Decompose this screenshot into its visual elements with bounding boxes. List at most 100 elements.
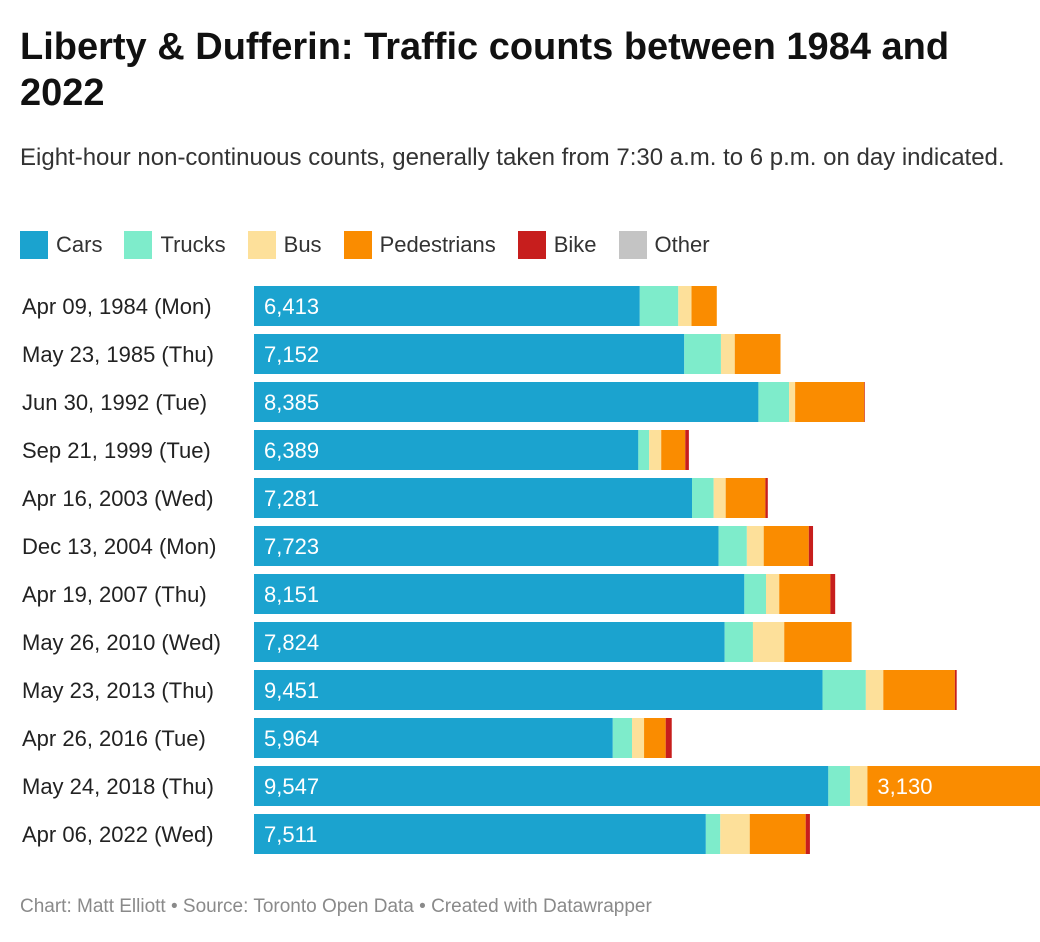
bar-row: Apr 09, 1984 (Mon) 6,413 — [22, 286, 717, 326]
bar-segment-trucks — [828, 766, 850, 806]
legend-item-bike: Bike — [517, 231, 597, 259]
bar-segment-cars — [254, 814, 706, 854]
legend-label: Pedestrians — [379, 232, 496, 257]
value-label: 6,413 — [264, 294, 319, 319]
value-label: 7,152 — [264, 342, 319, 367]
stacked-bar-chart: Apr 09, 1984 (Mon) 6,413 May 23, 1985 (Thu… — [22, 286, 1040, 854]
legend-swatch — [124, 231, 153, 259]
category-label: Apr 16, 2003 (Wed) — [22, 486, 214, 511]
chart-subtitle: Eight-hour non-continuous counts, genera… — [20, 144, 1005, 171]
bar-segment-bus — [746, 526, 764, 566]
bar-segment-pedestrians — [784, 622, 852, 662]
category-label: Apr 09, 1984 (Mon) — [22, 294, 212, 319]
bar-segment-bike — [685, 430, 689, 470]
bar-row: May 23, 1985 (Thu) 7,152 — [22, 334, 781, 374]
legend-swatch — [618, 231, 647, 259]
bar-segment-trucks — [724, 622, 753, 662]
bar-segment-cars — [254, 334, 685, 374]
bar-segment-trucks — [758, 382, 790, 422]
bar-segment-pedestrians — [644, 718, 666, 758]
bar-row: Jun 30, 1992 (Tue) 8,385 — [22, 382, 865, 422]
value-label: 8,385 — [264, 390, 319, 415]
value-label: 9,547 — [264, 774, 319, 799]
category-label: Apr 26, 2016 (Tue) — [22, 726, 206, 751]
legend-swatch — [343, 231, 372, 259]
legend-label: Bus — [283, 232, 322, 257]
bar-row: May 23, 2013 (Thu) 9,451 — [22, 670, 957, 710]
value-label: 3,130 — [877, 774, 932, 799]
bar-segment-bike — [805, 814, 810, 854]
value-label: 7,511 — [264, 822, 317, 847]
bar-segment-pedestrians — [691, 286, 717, 326]
bar-segment-trucks — [638, 430, 650, 470]
bar-segment-pedestrians — [661, 430, 686, 470]
bar-segment-trucks — [684, 334, 721, 374]
bar-row: Apr 06, 2022 (Wed) 7,511 — [22, 814, 810, 854]
value-label: 7,281 — [264, 486, 319, 511]
bar-segment-trucks — [705, 814, 721, 854]
bar-segment-bus — [713, 478, 726, 518]
category-label: Jun 30, 1992 (Tue) — [22, 390, 207, 415]
bar-segment-bus — [766, 574, 780, 614]
legend-item-bus: Bus — [247, 231, 322, 259]
chart-title: Liberty & Dufferin: Traffic counts betwe… — [20, 26, 950, 114]
category-label: May 24, 2018 (Thu) — [22, 774, 214, 799]
chart-footer: Chart: Matt Elliott • Source: Toronto Op… — [20, 896, 652, 917]
bar-segment-pedestrians — [734, 334, 781, 374]
bar-row: May 26, 2010 (Wed) 7,824 — [22, 622, 852, 662]
bar-segment-trucks — [822, 670, 866, 710]
bar-segment-bus — [632, 718, 645, 758]
bar-segment-bus — [865, 670, 884, 710]
legend-label: Cars — [56, 232, 103, 257]
value-label: 6,389 — [264, 438, 319, 463]
bar-segment-cars — [254, 430, 639, 470]
legend-swatch — [517, 231, 546, 259]
bar-segment-cars — [254, 766, 829, 806]
value-label: 5,964 — [264, 726, 319, 751]
bar-segment-cars — [254, 574, 745, 614]
legend-label: Other — [654, 232, 710, 257]
bar-row: Sep 21, 1999 (Tue) 6,389 — [22, 430, 689, 470]
bar-segment-bus — [752, 622, 785, 662]
bar-segment-trucks — [744, 574, 767, 614]
chart-legend: Cars Trucks Bus Pedestrians Bike Other — [20, 230, 732, 260]
bar-segment-cars — [254, 526, 719, 566]
bar-segment-bike — [665, 718, 672, 758]
bar-row: Apr 16, 2003 (Wed) 7,281 — [22, 478, 768, 518]
legend-label: Bike — [553, 232, 597, 257]
category-label: May 23, 1985 (Thu) — [22, 342, 214, 367]
bar-row: Apr 26, 2016 (Tue) 5,964 — [22, 718, 672, 758]
bar-segment-bike — [765, 478, 768, 518]
category-label: Sep 21, 1999 (Tue) — [22, 438, 211, 463]
legend-item-cars: Cars — [20, 231, 102, 259]
bar-row: May 24, 2018 (Thu) 9,547 3,130 — [22, 766, 1040, 806]
bar-segment-bike — [830, 574, 836, 614]
bar-segment-trucks — [692, 478, 714, 518]
bar-segment-cars — [254, 478, 693, 518]
bar-segment-bus — [649, 430, 662, 470]
bar-segment-pedestrians — [779, 574, 831, 614]
legend-item-other: Other — [618, 231, 710, 259]
bar-row: Apr 19, 2007 (Thu) 8,151 — [22, 574, 836, 614]
category-label: Apr 19, 2007 (Thu) — [22, 582, 207, 607]
bar-segment-bus — [720, 814, 750, 854]
value-label: 7,723 — [264, 534, 319, 559]
bar-segment-cars — [254, 286, 640, 326]
bar-segment-trucks — [718, 526, 747, 566]
bar-segment-pedestrians — [883, 670, 955, 710]
bar-segment-bike — [808, 526, 814, 566]
bar-segment-bike — [864, 382, 865, 422]
category-label: May 23, 2013 (Thu) — [22, 678, 214, 703]
legend-item-pedestrians: Pedestrians — [343, 231, 496, 259]
bar-segment-bus — [789, 382, 796, 422]
bar-segment-bus — [720, 334, 735, 374]
bar-segment-bike — [954, 670, 957, 710]
legend-swatch — [20, 231, 48, 259]
category-label: May 26, 2010 (Wed) — [22, 630, 221, 655]
bar-segment-pedestrians — [795, 382, 865, 422]
bar-segment-cars — [254, 670, 823, 710]
bar-segment-trucks — [612, 718, 633, 758]
legend-item-trucks: Trucks — [124, 231, 226, 259]
value-label: 9,451 — [264, 678, 319, 703]
bar-segment-bus — [849, 766, 868, 806]
